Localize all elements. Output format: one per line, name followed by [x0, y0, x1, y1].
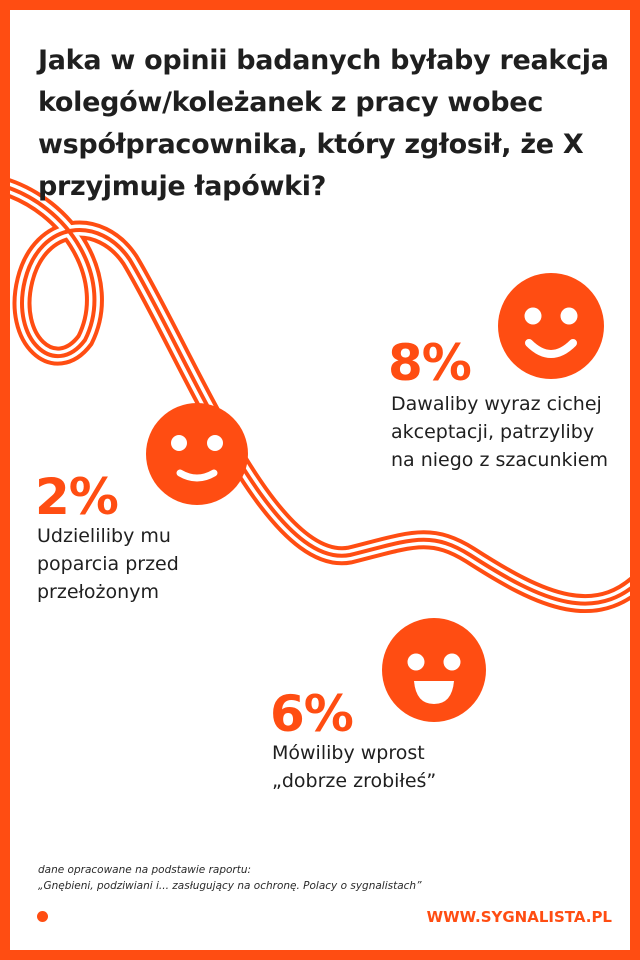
- smiley-icon: [498, 273, 604, 379]
- source-note-line-1: dane opracowane na podstawie raportu:: [38, 864, 252, 876]
- stat-label-acceptance: Dawaliby wyraz cichej akceptacji, patrzy…: [391, 393, 608, 471]
- page-title: Jaka w opinii badanych byłaby reakcja ko…: [38, 45, 609, 202]
- smiley-icon: [146, 403, 248, 505]
- content-panel: Jaka w opinii badanych byłaby reakcja ko…: [10, 10, 630, 950]
- stat-label-support: Udzieliliby mu poparcia przed przełożony…: [37, 525, 179, 603]
- stat-percent-acceptance: 8%: [388, 334, 472, 392]
- decorative-ribbon: [10, 178, 630, 613]
- stat-percent-direct-praise: 6%: [270, 685, 354, 743]
- smiley-icon: [382, 618, 486, 722]
- orange-dot-icon: [37, 911, 48, 922]
- stat-percent-support: 2%: [35, 468, 119, 526]
- stat-label-direct-praise: Mówiliby wprost „dobrze zrobiłeś”: [272, 742, 437, 792]
- source-note: dane opracowane na podstawie raportu: „G…: [38, 862, 578, 894]
- website-link[interactable]: WWW.SYGNALISTA.PL: [426, 908, 612, 926]
- source-note-line-2: „Gnębieni, podziwiani i... zasługujący n…: [38, 880, 422, 892]
